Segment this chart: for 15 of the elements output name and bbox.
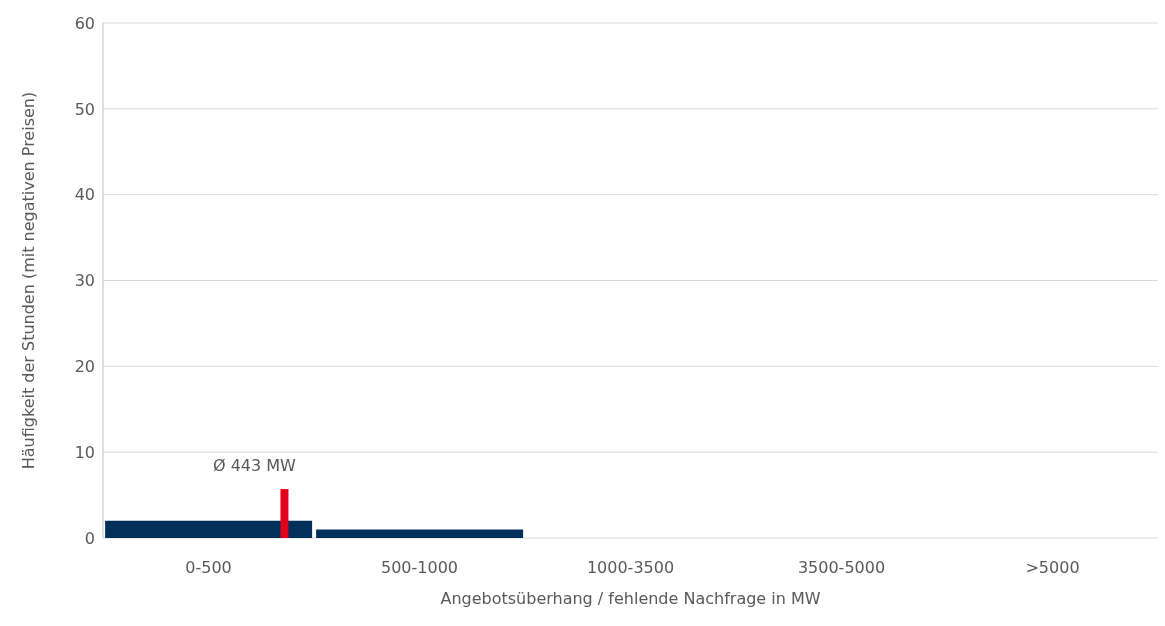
y-tick-label: 20 (74, 357, 95, 377)
x-axis-title: Angebotsüberhang / fehlende Nachfrage in MW (440, 589, 821, 608)
x-tick-label: 0-500 (185, 558, 232, 578)
y-tick-label: 30 (74, 271, 95, 291)
y-axis-title: Häufigkeit der Stunden (mit negativen Preisen) (18, 91, 38, 470)
x-tick-label: 1000-3500 (586, 558, 675, 578)
y-tick-label: 50 (74, 99, 95, 119)
x-tick-label: 500-1000 (380, 558, 459, 578)
y-tick-label: 10 (74, 442, 95, 462)
y-tick-label: 40 (74, 185, 95, 205)
x-tick-label: 3500-5000 (797, 558, 886, 578)
annotation: Ø 443 MW (212, 456, 297, 476)
x-tick-label: >5000 (1025, 558, 1080, 578)
y-tick-label: 0 (84, 528, 95, 548)
y-tick-label: 60 (74, 13, 95, 33)
